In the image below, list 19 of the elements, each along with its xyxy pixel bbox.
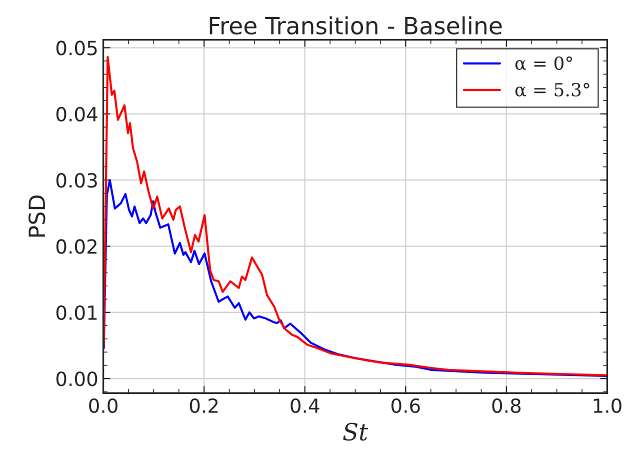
y-tick-label: 0.05 (56, 40, 97, 56)
line-series (103, 56, 608, 376)
x-tick-label: 0.8 (492, 398, 521, 414)
y-tick-label: 0.00 (56, 372, 98, 386)
legend-label: α = 0° (515, 56, 572, 70)
legend-label: α = 5.3° (515, 82, 590, 97)
y-tick-label: 0.03 (56, 173, 97, 188)
y-tick-label: 0.01 (56, 305, 97, 320)
chart-title: Free Transition - Baseline (210, 16, 502, 35)
y-axis-title: PSD (28, 195, 46, 237)
y-tick-label: 0.02 (56, 239, 96, 254)
x-tick-label: 0.2 (190, 398, 218, 414)
x-tick-label: 0.4 (290, 398, 320, 414)
x-tick-label: 0.0 (89, 398, 118, 414)
x-axis-title: St (343, 422, 368, 441)
y-tick-label: 0.04 (56, 106, 98, 122)
x-tick-label: 0.6 (391, 398, 420, 414)
line-series (103, 179, 608, 377)
x-tick-label: 1.0 (594, 398, 622, 414)
